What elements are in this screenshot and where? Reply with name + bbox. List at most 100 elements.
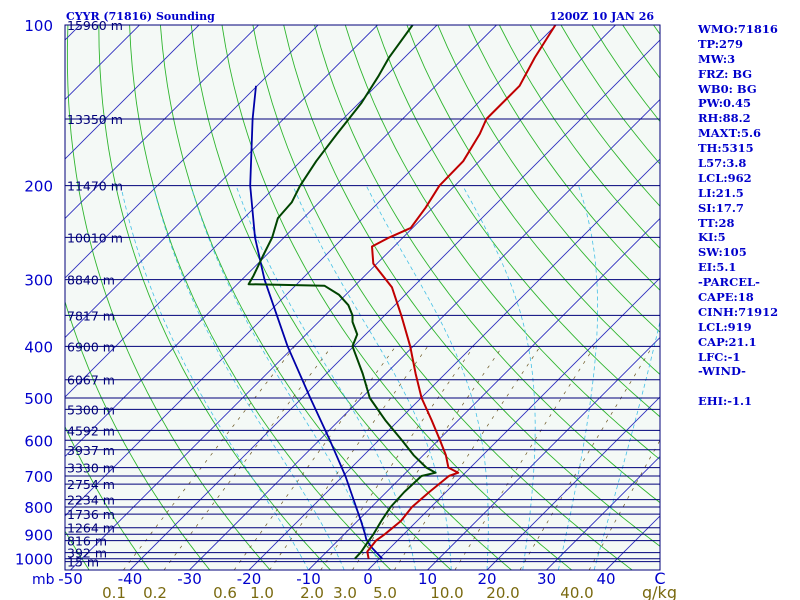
pressure-tick-label: 600	[24, 432, 53, 450]
stability-index: WMO:71816	[698, 22, 778, 36]
stability-index: TT:28	[698, 215, 735, 230]
isotherm	[65, 25, 378, 339]
mixing-ratio-line	[233, 346, 396, 570]
dry-adiabat	[375, 25, 660, 418]
dry-adiabat	[65, 530, 90, 570]
height-label: 3937 m	[67, 443, 115, 458]
stability-index: KI:5	[698, 230, 726, 245]
stability-index: FRZ: BG	[698, 66, 753, 81]
mixing-ratio-label: 40.0	[560, 584, 593, 600]
height-label: 2234 m	[67, 493, 115, 508]
mixing-ratio-label: 0.6	[213, 584, 237, 600]
isotherm	[546, 455, 660, 570]
temperature-tick-label: -30	[177, 570, 202, 588]
pressure-tick-label: 700	[24, 468, 53, 486]
mixing-ratio-line	[163, 346, 333, 570]
stability-index: TP:279	[698, 36, 744, 51]
height-label: 8840 m	[67, 273, 115, 288]
stability-index: SI:17.7	[698, 200, 744, 215]
isotherm	[367, 277, 660, 570]
plot-area	[65, 25, 660, 570]
isotherm	[427, 336, 660, 570]
dry-adiabat	[0, 25, 29, 570]
mixing-ratio-label: 3.0	[333, 584, 357, 600]
pressure-tick-label: 400	[24, 338, 53, 356]
pressure-tick-label: 800	[24, 499, 53, 517]
stability-index: SW:105	[698, 245, 747, 260]
pressure-tick-label: 1000	[15, 551, 53, 569]
isotherm	[129, 39, 660, 570]
stability-index: RH:88.2	[698, 111, 751, 126]
mixing-ratio-label: 0.2	[143, 584, 167, 600]
chart-title: CYYR (71816) Sounding	[66, 10, 215, 23]
isotherm	[0, 25, 21, 570]
height-label: 816 m	[67, 534, 107, 549]
dry-adiabat	[499, 25, 660, 249]
stability-index: LCL:919	[698, 319, 752, 334]
height-label: 2754 m	[67, 477, 115, 492]
isotherm	[486, 396, 660, 570]
stability-index: EI:5.1	[698, 260, 737, 275]
pressure-tick-label: 300	[24, 272, 53, 290]
height-label: 15960 m	[67, 18, 123, 33]
parcel-path-line	[249, 85, 383, 560]
pressure-tick-label: 100	[24, 17, 53, 35]
height-label: 4592 m	[67, 423, 115, 438]
dry-adiabat	[437, 25, 660, 333]
stability-index: -PARCEL-	[698, 275, 760, 290]
temperature-tick-label: 20	[477, 570, 496, 588]
height-label: 6900 m	[67, 339, 115, 354]
temperature-tick-label: 30	[537, 570, 556, 588]
isotherm	[189, 98, 660, 570]
temperature-tick-label: 0	[363, 570, 373, 588]
isotherm	[65, 25, 200, 160]
stability-index	[698, 379, 798, 394]
isotherm	[308, 217, 660, 570]
isotherm	[65, 25, 497, 458]
height-label: 3330 m	[67, 461, 115, 476]
stability-index: TH:5315	[698, 141, 754, 156]
pressure-tick-label: 900	[24, 526, 53, 544]
mixing-ratio-line	[588, 439, 660, 570]
isotherm	[65, 25, 319, 279]
isotherm	[65, 25, 557, 517]
height-label: 6067 m	[67, 373, 115, 388]
isotherm	[65, 25, 438, 398]
isotherm	[248, 158, 660, 570]
stability-index: PW:0.45	[698, 96, 752, 111]
stability-index: L57:3.8	[698, 156, 747, 171]
isotherm	[65, 25, 259, 220]
isotherm	[70, 25, 616, 570]
mixing-ratio-label: 10.0	[430, 584, 463, 600]
stability-index: CAPE:18	[698, 290, 754, 305]
stability-index: MAXT:5.6	[698, 126, 761, 141]
temperature-tick-label: -50	[58, 570, 83, 588]
temperature-tick-label: -10	[296, 570, 321, 588]
mixing-ratio-label: 0.1	[102, 584, 126, 600]
mixing-ratio-label: 1.0	[250, 584, 274, 600]
moist-adiabat	[152, 185, 345, 570]
stability-index: MW:3	[698, 51, 736, 66]
temperature-line	[366, 25, 557, 559]
stability-index: CAP:21.1	[698, 334, 757, 349]
height-label: 10010 m	[67, 230, 123, 245]
temperature-tick-label: 40	[596, 570, 615, 588]
plot-frame	[64, 24, 661, 571]
dry-adiabat	[406, 25, 660, 375]
mixing-ratio-label: 20.0	[486, 584, 519, 600]
height-label: 1736 m	[67, 507, 115, 522]
mixing-ratio-label: 5.0	[373, 584, 397, 600]
height-label: 5300 m	[67, 402, 115, 417]
mixing-ratio-unit: g/kg	[642, 583, 677, 600]
dewpoint-line	[247, 25, 437, 560]
pressure-tick-label: 200	[24, 178, 53, 196]
temperature-tick-label: 10	[418, 570, 437, 588]
stability-index: WB0: BG	[698, 81, 757, 96]
stability-index: LI:21.5	[698, 185, 744, 200]
stability-indices-panel: WMO:71816 TP:279 MW:3 FRZ: BG WB0: BG PW:0.45…	[698, 22, 798, 409]
height-label: 11470 m	[67, 179, 123, 194]
chart-time: 1200Z 10 JAN 26	[549, 10, 654, 23]
temperature-tick-label: -40	[118, 570, 143, 588]
height-label: 7817 m	[67, 308, 115, 323]
